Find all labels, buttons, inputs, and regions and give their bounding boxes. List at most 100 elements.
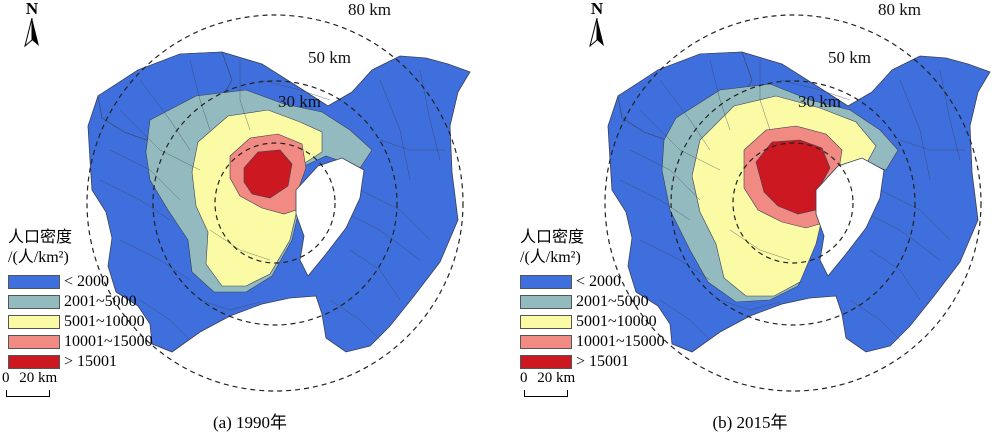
- legend-title: 人口密度: [520, 229, 585, 246]
- map-panel-2015: N 80 km 50 km 30 km 人口密度 /(人/km²) < 2000…: [500, 0, 1000, 437]
- scale-bar: 0 20 km: [2, 370, 58, 397]
- municipal-boundary: [639, 239, 711, 281]
- caption-2015: (b) 2015年: [712, 413, 788, 432]
- municipal-boundary: [209, 229, 271, 261]
- municipal-boundary: [99, 179, 171, 221]
- municipal-boundary: [139, 79, 191, 151]
- legend-swatch: [520, 355, 572, 369]
- legend-swatch: [8, 295, 60, 309]
- scale-distance: 20 km: [19, 370, 58, 386]
- municipal-boundary: [619, 179, 691, 221]
- legend: 人口密度 /(人/km²) < 2000 2001~5000 5001~1000…: [520, 228, 665, 372]
- legend-label: 5001~10000: [64, 313, 145, 330]
- municipal-boundary: [859, 209, 941, 261]
- legend-label: 2001~5000: [64, 293, 137, 310]
- legend-label: 10001~15000: [64, 333, 153, 350]
- legend: 人口密度 /(人/km²) < 2000 2001~5000 5001~1000…: [8, 228, 153, 372]
- legend-swatch: [520, 275, 572, 289]
- scale-zero: 0: [520, 370, 528, 386]
- legend-label: 10001~15000: [576, 333, 665, 350]
- scale-zero: 0: [2, 370, 10, 386]
- municipal-boundary: [719, 299, 781, 311]
- municipal-boundary: [379, 79, 411, 181]
- ring-label-30km: 30 km: [278, 92, 321, 111]
- legend-item: 2001~5000: [520, 292, 665, 312]
- tokyo-bay: [295, 157, 365, 277]
- municipal-boundary: [939, 69, 961, 161]
- legend-item: 2001~5000: [8, 292, 153, 312]
- legend-swatch: [8, 275, 60, 289]
- legend-swatch: [8, 315, 60, 329]
- municipal-boundary: [709, 59, 731, 131]
- legend-title: 人口密度: [8, 229, 73, 246]
- municipal-boundary: [259, 79, 331, 101]
- municipal-boundary: [869, 249, 921, 301]
- north-arrow-icon: N: [582, 0, 612, 52]
- ring-50km: [152, 80, 398, 326]
- municipal-boundary: [119, 109, 201, 171]
- ring-80km: [86, 14, 464, 392]
- legend-item: > 15001: [8, 352, 153, 372]
- population-density-map-2015: [604, 14, 991, 392]
- scale-bar-line: [524, 390, 568, 397]
- legend-swatch: [8, 335, 60, 349]
- legend-unit: /(人/km²): [520, 249, 581, 266]
- legend-item: 5001~10000: [8, 312, 153, 332]
- municipal-boundary: [849, 299, 901, 341]
- legend-item: 10001~15000: [520, 332, 665, 352]
- legend-item: < 2000: [520, 272, 665, 292]
- municipal-boundary: [629, 149, 701, 201]
- municipal-boundary: [109, 149, 181, 201]
- ring-30km: [732, 142, 854, 264]
- legend-item: 10001~15000: [8, 332, 153, 352]
- municipal-boundary: [779, 79, 851, 101]
- ring-80km: [604, 14, 982, 392]
- ring-30km: [214, 142, 336, 264]
- legend-unit: /(人/km²): [8, 249, 69, 266]
- legend-swatch: [520, 335, 572, 349]
- municipal-boundary: [329, 299, 381, 341]
- north-label: N: [590, 0, 604, 18]
- municipal-boundary: [759, 60, 771, 131]
- municipal-boundary: [199, 299, 261, 311]
- municipal-boundary: [189, 59, 211, 131]
- legend-label: 2001~5000: [576, 293, 649, 310]
- municipal-boundary: [359, 189, 431, 241]
- municipal-boundary: [659, 79, 711, 151]
- legend-swatch: [520, 295, 572, 309]
- legend-swatch: [520, 315, 572, 329]
- ring-50km: [670, 80, 916, 326]
- ring-label-80km: 80 km: [878, 0, 921, 19]
- legend-label: > 15001: [576, 353, 630, 370]
- municipal-boundary: [899, 139, 966, 151]
- ring-label-50km: 50 km: [828, 48, 871, 67]
- municipal-boundary: [349, 249, 401, 301]
- legend-label: > 15001: [64, 353, 118, 370]
- legend-label: 5001~10000: [576, 313, 657, 330]
- ring-label-30km: 30 km: [798, 92, 841, 111]
- municipal-boundary: [879, 189, 951, 241]
- north-label: N: [25, 0, 39, 18]
- municipal-boundary: [119, 239, 191, 281]
- tokyo-bay: [815, 157, 885, 277]
- density-zone: [243, 149, 293, 199]
- legend-label: < 2000: [64, 273, 110, 290]
- municipal-boundary: [899, 79, 931, 181]
- municipal-boundary: [659, 299, 711, 341]
- legend-swatch: [8, 355, 60, 369]
- legend-item: < 2000: [8, 272, 153, 292]
- municipal-boundary: [239, 60, 251, 131]
- municipal-boundary: [639, 109, 721, 171]
- ring-label-80km: 80 km: [348, 0, 391, 19]
- north-arrow-icon: N: [17, 0, 47, 52]
- legend-item: 5001~10000: [520, 312, 665, 332]
- scale-distance: 20 km: [537, 370, 576, 386]
- population-density-map-1990: [86, 14, 471, 392]
- municipal-boundary: [379, 139, 446, 151]
- caption-1990: (a) 1990年: [212, 413, 288, 432]
- scale-bar: 0 20 km: [520, 370, 576, 397]
- map-panel-1990: N 80 km 50 km 30 km 人口密度 /(人/km²) < 2000…: [2, 0, 471, 432]
- municipal-boundary: [339, 209, 421, 261]
- ring-label-50km: 50 km: [308, 48, 351, 67]
- municipal-boundary: [139, 299, 191, 341]
